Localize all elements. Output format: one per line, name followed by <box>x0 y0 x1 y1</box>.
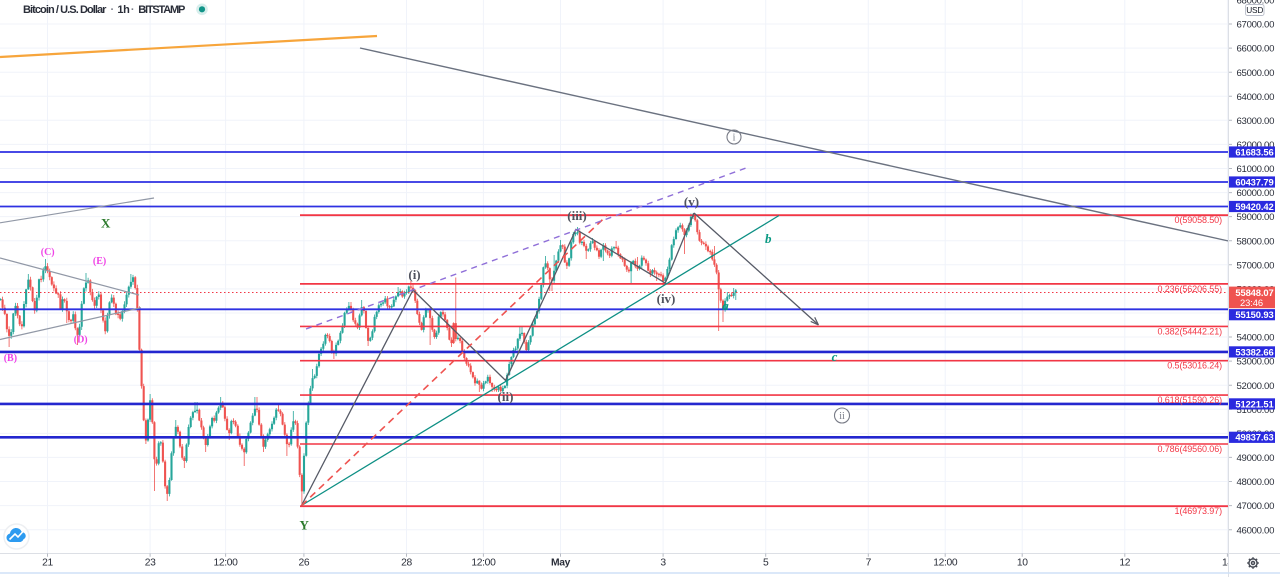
svg-text:14: 14 <box>1222 558 1233 569</box>
svg-text:65000.00: 65000.00 <box>1237 68 1275 79</box>
svg-text:63000.00: 63000.00 <box>1237 116 1275 127</box>
svg-text:(C): (C) <box>41 247 55 258</box>
svg-text:66000.00: 66000.00 <box>1237 44 1275 55</box>
svg-text:51000.00: 51000.00 <box>1237 405 1275 416</box>
svg-text:(D): (D) <box>74 335 88 346</box>
svg-text:0(59058.50): 0(59058.50) <box>1175 215 1223 225</box>
svg-text:26: 26 <box>299 558 310 569</box>
svg-text:48000.00: 48000.00 <box>1237 477 1275 488</box>
svg-text:(iv): (iv) <box>657 291 676 306</box>
svg-text:(v): (v) <box>684 194 699 209</box>
svg-text:12: 12 <box>1119 558 1130 569</box>
svg-text:(i): (i) <box>408 267 420 282</box>
svg-text:55150.93: 55150.93 <box>1235 309 1273 320</box>
svg-text:60000.00: 60000.00 <box>1237 188 1275 199</box>
svg-text:59420.42: 59420.42 <box>1235 201 1273 212</box>
svg-text:0.618(51590.26): 0.618(51590.26) <box>1157 395 1222 405</box>
svg-text:52000.00: 52000.00 <box>1237 381 1275 392</box>
svg-text:53382.66: 53382.66 <box>1235 346 1273 357</box>
svg-text:BITSTAMP: BITSTAMP <box>138 4 185 16</box>
svg-text:7: 7 <box>866 558 872 569</box>
svg-text:53000.00: 53000.00 <box>1237 357 1275 368</box>
svg-text:47000.00: 47000.00 <box>1237 501 1275 512</box>
svg-text:Bitcoin / U.S. Dollar: Bitcoin / U.S. Dollar <box>23 4 107 16</box>
svg-text:49837.63: 49837.63 <box>1235 432 1273 443</box>
svg-text:·: · <box>131 4 135 16</box>
svg-text:May: May <box>551 558 571 569</box>
svg-text:49000.00: 49000.00 <box>1237 453 1275 464</box>
svg-text:i: i <box>733 133 736 144</box>
svg-text:61683.56: 61683.56 <box>1235 146 1273 157</box>
svg-text:46000.00: 46000.00 <box>1237 525 1275 536</box>
svg-text:62000.00: 62000.00 <box>1237 140 1275 151</box>
svg-text:12:00: 12:00 <box>933 558 958 569</box>
svg-text:3: 3 <box>660 558 666 569</box>
svg-text:Y: Y <box>300 518 310 533</box>
svg-text:(B): (B) <box>4 353 17 364</box>
svg-text:23: 23 <box>145 558 156 569</box>
svg-text:58000.00: 58000.00 <box>1237 236 1275 247</box>
svg-text:12:00: 12:00 <box>471 558 496 569</box>
svg-text:(ii): (ii) <box>498 389 514 404</box>
svg-text:10: 10 <box>1017 558 1028 569</box>
svg-text:59000.00: 59000.00 <box>1237 212 1275 223</box>
svg-text:0.786(49560.06): 0.786(49560.06) <box>1157 444 1222 454</box>
svg-text:0.5(53016.24): 0.5(53016.24) <box>1167 361 1222 371</box>
svg-text:X: X <box>101 216 111 231</box>
svg-text:0.236(56206.55): 0.236(56206.55) <box>1157 284 1222 294</box>
svg-text:a: a <box>722 298 729 313</box>
svg-text:61000.00: 61000.00 <box>1237 164 1275 175</box>
svg-text:64000.00: 64000.00 <box>1237 92 1275 103</box>
svg-text:55848.07: 55848.07 <box>1235 287 1273 298</box>
svg-text:67000.00: 67000.00 <box>1237 20 1275 31</box>
svg-text:54000.00: 54000.00 <box>1237 333 1275 344</box>
svg-text:51221.51: 51221.51 <box>1235 398 1273 409</box>
svg-text:28: 28 <box>401 558 412 569</box>
svg-text:0.382(54442.21): 0.382(54442.21) <box>1157 326 1222 336</box>
svg-text:68000.00: 68000.00 <box>1237 0 1275 7</box>
svg-text:23:46: 23:46 <box>1240 297 1263 308</box>
svg-text:21: 21 <box>42 558 53 569</box>
svg-text:ii: ii <box>839 411 845 422</box>
svg-text:(iii): (iii) <box>567 208 587 223</box>
svg-text:·: · <box>111 4 115 16</box>
svg-text:5: 5 <box>763 558 769 569</box>
svg-text:57000.00: 57000.00 <box>1237 260 1275 271</box>
svg-text:c: c <box>832 349 838 364</box>
svg-text:b: b <box>765 231 772 246</box>
svg-text:60437.79: 60437.79 <box>1235 176 1273 187</box>
svg-text:12:00: 12:00 <box>214 558 239 569</box>
svg-text:1h: 1h <box>117 4 130 16</box>
svg-text:1(46973.97): 1(46973.97) <box>1175 506 1223 516</box>
svg-text:USD: USD <box>1246 5 1263 15</box>
svg-text:(E): (E) <box>93 256 106 267</box>
